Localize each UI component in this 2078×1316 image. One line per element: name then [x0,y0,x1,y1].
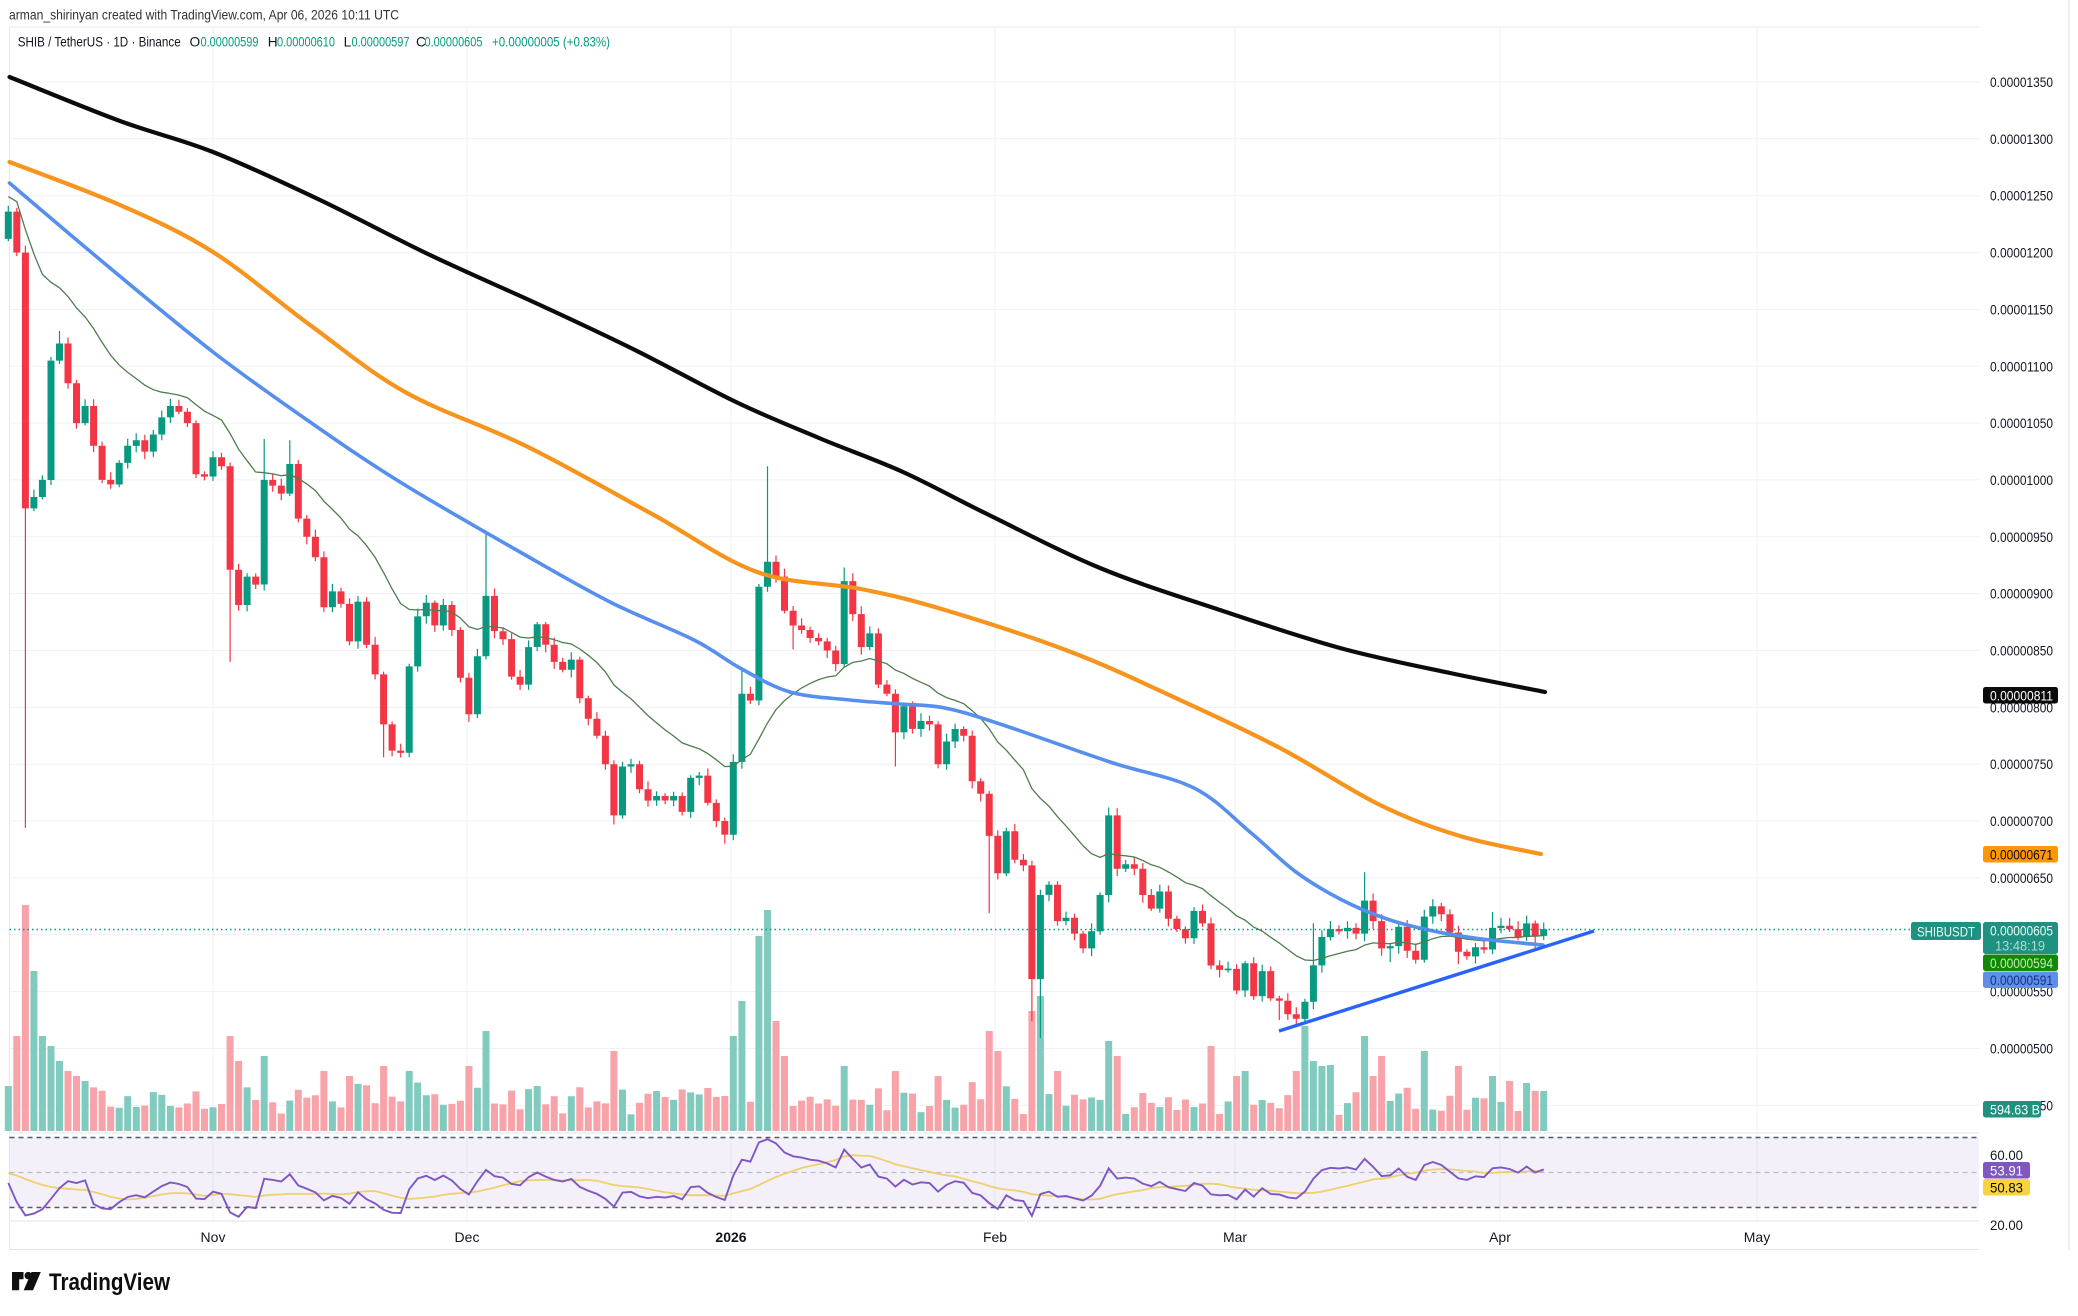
svg-text:Apr: Apr [1489,1229,1511,1245]
svg-text:0.00000850: 0.00000850 [1990,644,2053,659]
svg-text:594.63 B: 594.63 B [1990,1102,2040,1117]
svg-text:2026: 2026 [715,1229,746,1245]
svg-text:SHIBUSDT: SHIBUSDT [1917,925,1976,940]
svg-text:0.00001300: 0.00001300 [1990,132,2053,147]
svg-text:0.00000591: 0.00000591 [1990,973,2053,988]
svg-text:0.00001150: 0.00001150 [1990,302,2053,317]
svg-text:arman_shirinyan created with T: arman_shirinyan created with TradingView… [9,8,399,23]
svg-text:+0.00000005 (+0.83%): +0.00000005 (+0.83%) [492,35,610,50]
svg-text:Feb: Feb [983,1229,1007,1245]
svg-text:SHIB / TetherUS · 1D · Binance: SHIB / TetherUS · 1D · Binance [18,35,181,50]
svg-text:C: C [416,35,426,50]
svg-text:H: H [268,35,278,50]
svg-text:0.00000500: 0.00000500 [1990,1041,2053,1056]
svg-text:0.00001200: 0.00001200 [1990,246,2053,261]
svg-text:Mar: Mar [1223,1229,1247,1245]
svg-text:13:48:19: 13:48:19 [1995,939,2045,954]
svg-text:0.00000610: 0.00000610 [277,35,335,50]
svg-text:0.00001250: 0.00001250 [1990,189,2053,204]
svg-text:0.00000597: 0.00000597 [352,35,410,50]
svg-text:0.00001350: 0.00001350 [1990,75,2053,90]
svg-text:0.00000900: 0.00000900 [1990,587,2053,602]
svg-text:May: May [1744,1229,1770,1245]
svg-text:L: L [344,35,352,50]
svg-text:0.00000811: 0.00000811 [1990,688,2053,703]
svg-text:0.00000800: 0.00000800 [1990,700,2053,715]
svg-text:0.00001100: 0.00001100 [1990,359,2053,374]
svg-text:0.00000671: 0.00000671 [1990,847,2053,862]
svg-text:TradingView: TradingView [49,1269,170,1296]
svg-text:0.00000594: 0.00000594 [1990,956,2053,971]
svg-text:0.00000700: 0.00000700 [1990,814,2053,829]
svg-text:O: O [190,35,201,50]
svg-text:0.00001000: 0.00001000 [1990,473,2053,488]
svg-text:0.00000550: 0.00000550 [1990,985,2053,1000]
svg-text:20.00: 20.00 [1990,1218,2023,1233]
svg-text:0.00000599: 0.00000599 [201,35,259,50]
svg-text:60.00: 60.00 [1990,1148,2023,1163]
svg-text:Nov: Nov [201,1229,226,1245]
svg-text:Dec: Dec [455,1229,480,1245]
svg-text:53.91: 53.91 [1990,1163,2023,1178]
svg-text:0.00001050: 0.00001050 [1990,416,2053,431]
svg-text:0.00000650: 0.00000650 [1990,871,2053,886]
svg-text:0.00000750: 0.00000750 [1990,757,2053,772]
svg-text:0.00000950: 0.00000950 [1990,530,2053,545]
svg-text:0.00000605: 0.00000605 [425,35,483,50]
svg-text:0.00000605: 0.00000605 [1990,924,2053,939]
svg-text:50.83: 50.83 [1990,1180,2023,1195]
